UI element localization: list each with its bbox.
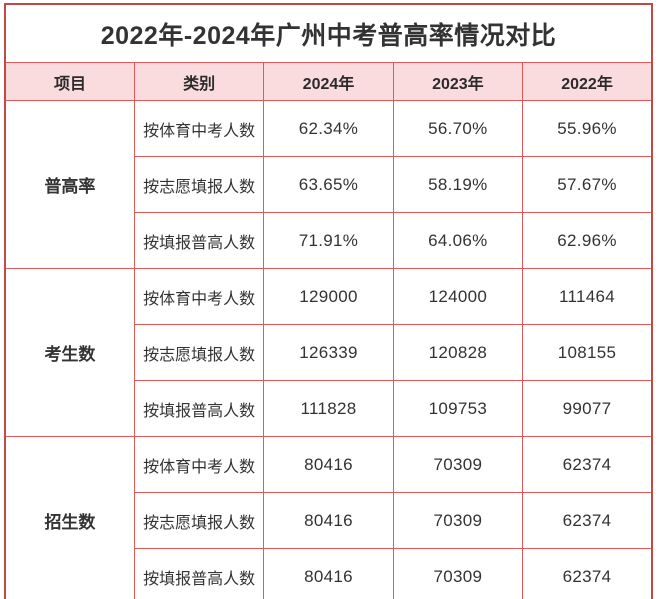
col-header-category: 类别: [133, 62, 265, 101]
value-cell: 62374: [522, 492, 653, 549]
value-cell: 64.06%: [392, 212, 524, 269]
group-label-examinees: 考生数: [4, 268, 135, 437]
group-label-rate: 普高率: [4, 100, 135, 269]
table-row: 按填报普高人数 80416 70309 62374: [5, 548, 653, 599]
value-cell: 62374: [522, 436, 653, 493]
table-row: 招生数 按体育中考人数 80416 70309 62374: [4, 436, 653, 599]
value-cell: 70309: [392, 492, 524, 549]
group-label-admissions: 招生数: [4, 436, 135, 599]
category-label: 按填报普高人数: [133, 380, 265, 437]
value-cell: 63.65%: [263, 156, 394, 213]
value-cell: 108155: [522, 324, 653, 381]
value-cell: 99077: [522, 380, 653, 437]
value-cell: 120828: [392, 324, 524, 381]
admission-rate-table: 2022年-2024年广州中考普高率情况对比 项目 类别 2024年 2023年…: [4, 3, 653, 599]
category-label: 按体育中考人数: [133, 100, 265, 157]
category-label: 按志愿填报人数: [133, 156, 265, 213]
value-cell: 80416: [263, 492, 394, 549]
col-header-2022: 2022年: [522, 62, 653, 101]
col-header-project: 项目: [4, 62, 135, 101]
table-title: 2022年-2024年广州中考普高率情况对比: [4, 3, 653, 63]
value-cell: 109753: [392, 380, 524, 437]
category-label: 按志愿填报人数: [133, 492, 265, 549]
value-cell: 111828: [263, 380, 394, 437]
value-cell: 111464: [522, 268, 653, 325]
value-cell: 80416: [263, 436, 394, 493]
value-cell: 62.96%: [522, 212, 653, 269]
category-label: 按志愿填报人数: [133, 324, 265, 381]
value-cell: 56.70%: [392, 100, 524, 157]
col-header-2023: 2023年: [392, 62, 524, 101]
col-header-2024: 2024年: [263, 62, 394, 101]
value-cell: 129000: [263, 268, 394, 325]
table-row: 普高率 按体育中考人数 62.34% 56.70% 55.96%: [4, 100, 653, 269]
value-cell: 71.91%: [263, 212, 394, 269]
table-row: 按志愿填报人数 63.65% 58.19% 57.67%: [5, 156, 653, 213]
category-label: 按填报普高人数: [133, 212, 265, 269]
category-label: 按填报普高人数: [133, 548, 265, 599]
table-row: 按填报普高人数 71.91% 64.06% 62.96%: [5, 212, 653, 269]
table-row: 按志愿填报人数 80416 70309 62374: [5, 492, 653, 549]
table-row: 按志愿填报人数 126339 120828 108155: [5, 324, 653, 381]
title-row: 2022年-2024年广州中考普高率情况对比: [4, 3, 653, 63]
value-cell: 58.19%: [392, 156, 524, 213]
value-cell: 80416: [263, 548, 394, 599]
value-cell: 55.96%: [522, 100, 653, 157]
header-row: 项目 类别 2024年 2023年 2022年: [4, 62, 653, 101]
category-label: 按体育中考人数: [133, 436, 265, 493]
table-row: 考生数 按体育中考人数 129000 124000 111464: [4, 268, 653, 437]
value-cell: 62374: [522, 548, 653, 599]
value-cell: 70309: [392, 548, 524, 599]
table-row: 按填报普高人数 111828 109753 99077: [5, 380, 653, 437]
value-cell: 57.67%: [522, 156, 653, 213]
value-cell: 70309: [392, 436, 524, 493]
value-cell: 126339: [263, 324, 394, 381]
value-cell: 62.34%: [263, 100, 394, 157]
value-cell: 124000: [392, 268, 524, 325]
category-label: 按体育中考人数: [133, 268, 265, 325]
